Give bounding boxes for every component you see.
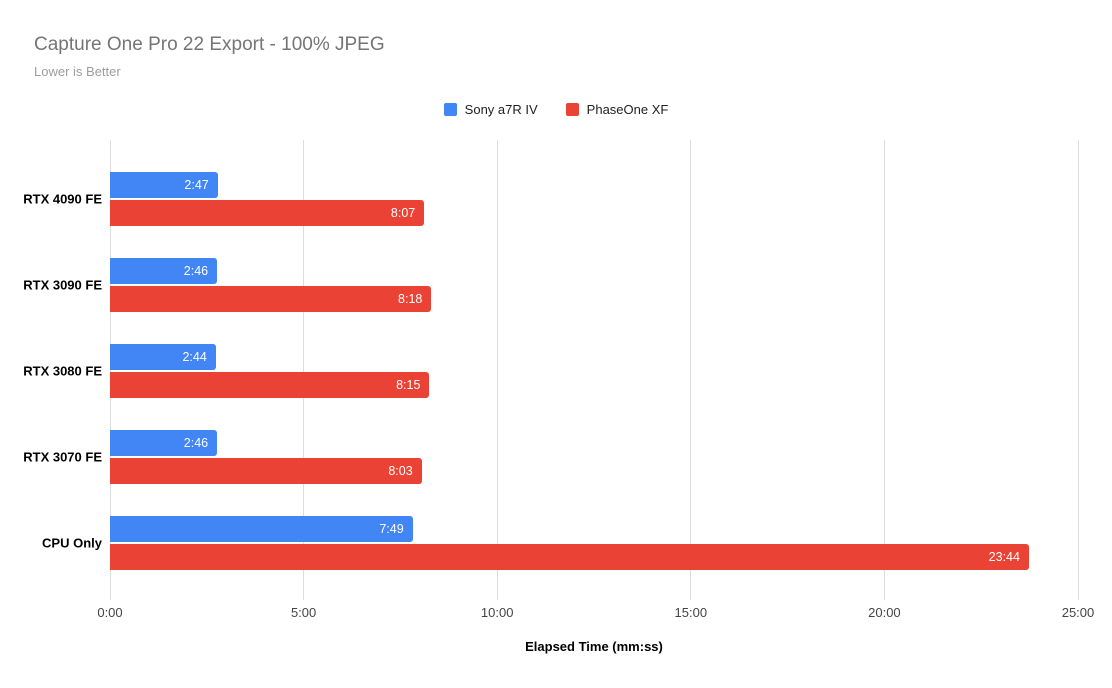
legend-swatch-icon [565,103,579,116]
bar-phaseone-xf-rtx-4090-fe: 8:07 [110,200,425,226]
bar-phaseone-xf-rtx-3070-fe: 8:03 [110,458,422,484]
bar-group-rtx-3070-fe: RTX 3070 FE 2:46 8:03 [23,430,1078,484]
legend-label: PhaseOne XF [586,102,669,117]
bar-sony-a7r-iv-rtx-3080-fe: 2:44 [110,344,216,370]
legend-item-phaseone-xf: PhaseOne XF [565,102,669,117]
x-axis-title: Elapsed Time (mm:ss) [525,639,663,654]
bar-value-label: 8:07 [390,206,416,220]
bar-value-label: 8:15 [396,378,421,392]
category-label: CPU Only [42,535,102,551]
gridline [690,140,692,600]
gridline [1077,140,1079,600]
bar-value-label: 8:03 [388,464,413,478]
bar-value-label: 2:46 [183,436,209,450]
x-tick-label: 25:00 [1061,605,1095,620]
gridline [109,140,111,600]
x-axis-tick-labels: 0:00 5:00 10:00 15:00 20:00 25:00 [97,605,1094,621]
gridline [883,140,885,600]
x-tick-label: 5:00 [290,605,317,620]
gridline [496,140,498,600]
legend: Sony a7R IV PhaseOne XF [0,102,1112,117]
bar-sony-a7r-iv-rtx-3070-fe: 2:46 [110,430,218,456]
bar-value-label: 23:44 [988,550,1020,564]
legend-label: Sony a7R IV [464,102,538,117]
bar-phaseone-xf-rtx-3090-fe: 8:18 [110,286,432,312]
bar-sony-a7r-iv-rtx-3090-fe: 2:46 [110,258,218,284]
x-tick-label: 20:00 [868,605,901,620]
bar-value-label: 7:49 [379,522,404,536]
bar-group-cpu-only: CPU Only 7:49 23:44 [42,516,1078,570]
legend-swatch-icon [443,103,457,116]
legend-item-sony-a7r-iv: Sony a7R IV [443,102,538,117]
bar-value-label: 2:46 [183,264,209,278]
bar-sony-a7r-iv-cpu-only: 7:49 [110,516,413,542]
x-tick-label: 15:00 [674,605,708,620]
bar-group-rtx-3080-fe: RTX 3080 FE 2:44 8:15 [23,344,1078,398]
category-label: RTX 3090 FE [23,277,102,293]
category-label: RTX 3080 FE [23,363,102,379]
chart-subtitle: Lower is Better [34,64,121,79]
bar-group-rtx-4090-fe: RTX 4090 FE 2:47 8:07 [23,172,1078,226]
category-label: RTX 3070 FE [23,449,102,465]
bar-sony-a7r-iv-rtx-4090-fe: 2:47 [110,172,218,198]
bar-value-label: 8:18 [398,292,423,306]
bar-group-rtx-3090-fe: RTX 3090 FE 2:46 8:18 [23,258,1078,312]
bar-value-label: 2:44 [182,350,207,364]
category-label: RTX 4090 FE [23,191,102,207]
gridline [303,140,305,600]
bar-phaseone-xf-rtx-3080-fe: 8:15 [110,372,430,398]
bar-value-label: 2:47 [184,178,209,192]
x-tick-label: 0:00 [97,605,123,620]
bar-phaseone-xf-cpu-only: 23:44 [110,544,1029,570]
plot-area: RTX 4090 FE 2:47 8:07 RTX 3090 FE 2:46 8:18 RT… [23,140,1079,600]
x-tick-label: 10:00 [480,605,514,620]
chart-title: Capture One Pro 22 Export - 100% JPEG [34,34,385,55]
